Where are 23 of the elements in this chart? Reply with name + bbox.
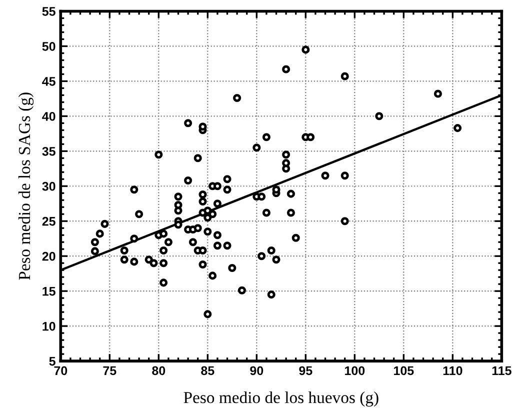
y-tick-label: 20: [42, 252, 56, 261]
x-tick-label: 75: [103, 366, 116, 376]
y-tick-label: 50: [42, 42, 56, 51]
x-tick-label: 100: [345, 366, 365, 376]
y-tick-label: 55: [42, 7, 56, 16]
y-tick-label: 30: [42, 182, 56, 191]
x-tick-label: 95: [299, 366, 312, 376]
y-tick-label: 25: [42, 216, 56, 226]
y-tick-label: 35: [42, 146, 56, 156]
x-tick-label: 85: [201, 366, 214, 376]
y-tick-label: 15: [42, 287, 56, 296]
x-tick-label: 80: [152, 366, 166, 376]
x-tick-label: 90: [250, 366, 264, 376]
x-tick-label: 115: [492, 366, 512, 376]
x-tick-label: 70: [54, 366, 68, 376]
x-tick-label: 110: [443, 366, 462, 376]
y-tick-label: 10: [42, 322, 56, 331]
y-tick-label: 40: [42, 112, 56, 121]
x-axis-title: Peso medio de los huevos (g): [184, 391, 378, 407]
y-axis-title: Peso medio de los SAGs (g): [18, 92, 34, 280]
x-tick-label: 105: [394, 366, 414, 376]
y-tick-label: 5: [49, 356, 56, 366]
y-tick-label: 45: [42, 77, 56, 86]
